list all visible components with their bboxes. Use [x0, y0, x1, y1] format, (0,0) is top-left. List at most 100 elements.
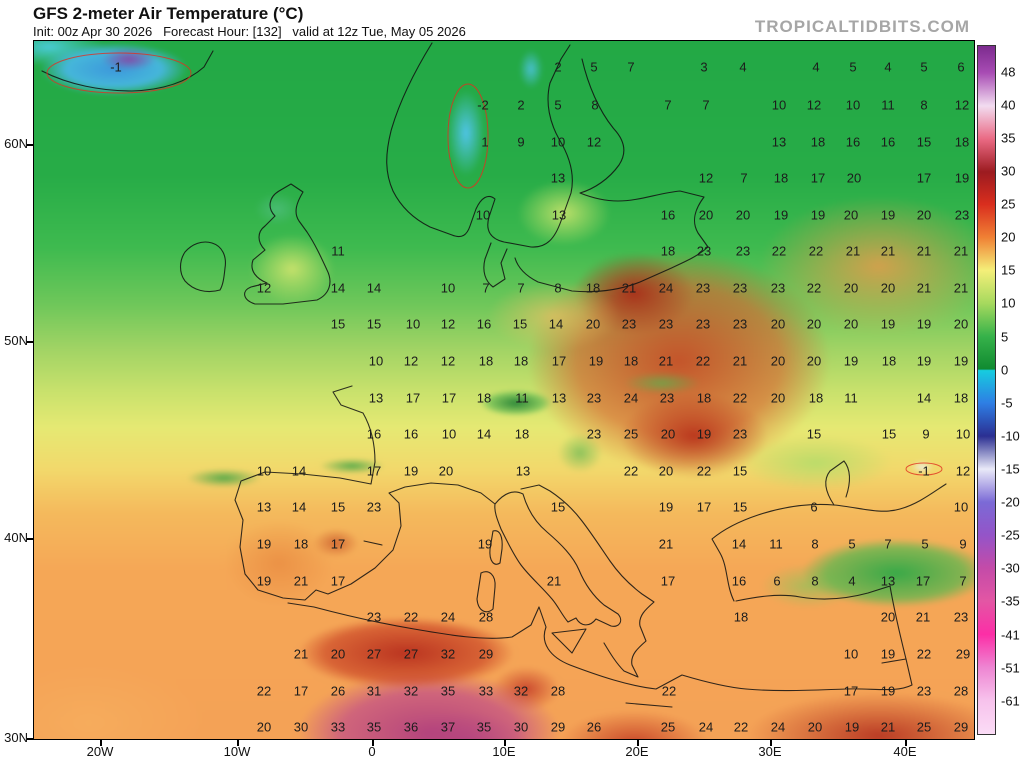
temp-value: 14: [366, 280, 382, 296]
temp-value: 23: [695, 316, 711, 332]
temp-value: 10: [955, 426, 971, 442]
freezing-contour-norway: [447, 83, 489, 189]
temp-value: 28: [478, 609, 494, 625]
temp-value: 14: [330, 280, 346, 296]
temp-value: 12: [806, 97, 822, 113]
lon-tick: [237, 740, 239, 746]
temp-value: 13: [551, 390, 567, 406]
temp-value: 16: [880, 134, 896, 150]
temp-value: 30: [513, 719, 529, 735]
temp-value: 15: [366, 316, 382, 332]
temp-value: 20: [735, 207, 751, 223]
lat-tick: [27, 341, 33, 343]
colorbar-tick-label: -5: [1001, 395, 1013, 411]
temp-value: 23: [586, 426, 602, 442]
temp-value: 11: [844, 390, 858, 406]
temp-value: 10: [843, 646, 859, 662]
temp-value: 13: [368, 390, 384, 406]
temp-value: 23: [916, 683, 932, 699]
temp-value: 22: [696, 463, 712, 479]
temp-value: 22: [623, 463, 639, 479]
temp-value: 13: [551, 207, 567, 223]
temp-value: 21: [658, 536, 674, 552]
temp-value: 25: [916, 719, 932, 735]
temp-value: 15: [916, 134, 932, 150]
temp-value: 8: [811, 536, 819, 552]
iceland-coast: [41, 50, 214, 92]
lat-tick: [27, 144, 33, 146]
temp-value: 20: [660, 426, 676, 442]
colorbar-tick-label: 5: [1001, 329, 1009, 345]
great-britain-coast: [244, 183, 331, 305]
temp-value: 19: [916, 353, 932, 369]
temp-value: 7: [959, 573, 967, 589]
temp-value: 10: [405, 316, 421, 332]
lat-label: 60N: [4, 136, 28, 151]
temp-value: 13: [515, 463, 531, 479]
temp-value: 14: [916, 390, 932, 406]
temp-value: 18: [773, 170, 789, 186]
temp-value: 10: [845, 97, 861, 113]
temperature-values-layer: -1 2 5 7 3 4 4 5 4 5 6 -2 2 5 8 7 7 10 12 10 11 8 12 1 9 10 12 13 18…: [34, 41, 974, 739]
temp-value: 16: [366, 426, 382, 442]
lon-label: 10W: [223, 744, 251, 757]
temp-value: 4: [884, 59, 892, 75]
freezing-contour-caucasus: [905, 462, 943, 476]
temp-value: 13: [550, 170, 566, 186]
temp-value: 19: [844, 719, 860, 735]
colorbar-tick-label: -25: [1001, 527, 1020, 543]
temp-value: 17: [405, 390, 421, 406]
temp-value: 18: [733, 609, 749, 625]
temp-value: 18: [696, 390, 712, 406]
temp-value: 22: [806, 280, 822, 296]
temp-value: 17: [551, 353, 567, 369]
temp-value: 21: [293, 646, 309, 662]
temp-value: 19: [773, 207, 789, 223]
lat-label: 50N: [4, 333, 28, 348]
temp-value: 7: [702, 97, 710, 113]
temp-value: 19: [880, 646, 896, 662]
temp-value: 29: [478, 646, 494, 662]
temp-value: 19: [810, 207, 826, 223]
lon-label: 20W: [86, 744, 114, 757]
turkey-blacksea-coast: [711, 483, 947, 602]
temp-value: 10: [256, 463, 272, 479]
temp-value: -2: [477, 97, 489, 113]
temp-value: 3: [700, 59, 708, 75]
colorbar-tick-label: -41: [1001, 627, 1020, 643]
italy-coast: [494, 491, 622, 627]
temp-value: 17: [696, 499, 712, 515]
temp-value: 15: [806, 426, 822, 442]
temp-value: 15: [732, 463, 748, 479]
lat-label: 30N: [4, 730, 28, 745]
temp-value: 36: [403, 719, 419, 735]
lon-label: 30E: [758, 744, 782, 757]
colorbar-tick-label: -51: [1001, 660, 1020, 676]
temp-value: 20: [953, 316, 969, 332]
temp-value: 13: [880, 573, 896, 589]
temp-value: 21: [880, 719, 896, 735]
ireland-coast: [179, 241, 226, 293]
temp-value: 12: [586, 134, 602, 150]
temp-value: 20: [658, 463, 674, 479]
temp-value: 20: [916, 207, 932, 223]
temp-value: 17: [293, 683, 309, 699]
temp-value: 23: [770, 280, 786, 296]
temp-value: 20: [806, 316, 822, 332]
temp-value: 10: [550, 134, 566, 150]
temp-value: 6: [957, 59, 965, 75]
temp-value: 22: [916, 646, 932, 662]
temp-value: 37: [440, 719, 456, 735]
temp-value: 23: [366, 609, 382, 625]
temp-value: 19: [256, 573, 272, 589]
temp-value: 24: [658, 280, 674, 296]
temp-value: 17: [915, 573, 931, 589]
temp-value: 12: [698, 170, 714, 186]
colorbar-tick-label: 48: [1001, 64, 1016, 80]
temp-value: 16: [845, 134, 861, 150]
temp-value: 35: [440, 683, 456, 699]
colorbar-tick-label: 15: [1001, 262, 1016, 278]
temp-value: 7: [517, 280, 525, 296]
temp-value: 33: [330, 719, 346, 735]
temp-value: 14: [548, 316, 564, 332]
